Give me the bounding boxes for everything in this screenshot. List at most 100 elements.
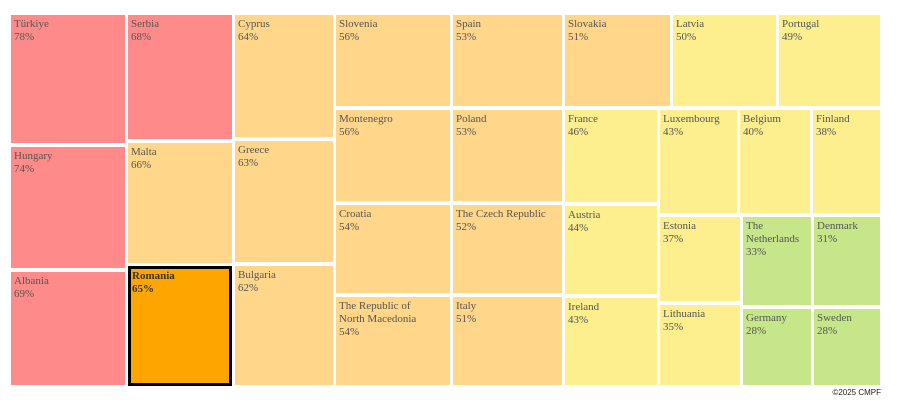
tile-label: Sweden 28% [817,312,878,338]
tile-value-label: 31% [817,233,838,245]
tile-country-name: The Czech Republic [456,208,546,220]
tile-label: Germany 28% [746,312,809,338]
treemap-tile-romania[interactable]: Romania 65% [128,266,232,386]
treemap-tile-the-republic-of-north-macedonia[interactable]: The Republic of North Macedonia 54% [336,297,450,385]
tile-label: Austria 44% [568,209,655,235]
treemap-tile-ireland[interactable]: Ireland 43% [565,298,657,385]
tile-label: Hungary 74% [14,150,123,176]
tile-label: Romania 65% [132,270,227,296]
tile-value-label: 63% [238,157,259,169]
treemap-tile-albania[interactable]: Albania 69% [11,272,125,385]
tile-value-label: 74% [14,163,35,175]
tile-value-label: 35% [663,321,684,333]
treemap-tile-bulgaria[interactable]: Bulgaria 62% [235,266,333,385]
tile-country-name: Bulgaria [238,269,276,281]
tile-country-name: Cyprus [238,18,270,30]
treemap-tile-cyprus[interactable]: Cyprus 64% [235,15,333,137]
treemap-tile-turkiye[interactable]: Türkiye 78% [11,15,125,143]
treemap-tile-greece[interactable]: Greece 63% [235,141,333,262]
treemap-tile-spain[interactable]: Spain 53% [453,15,562,106]
treemap-tile-hungary[interactable]: Hungary 74% [11,147,125,268]
tile-value-label: 44% [568,222,589,234]
tile-country-name: Germany [746,312,787,324]
treemap-tile-italy[interactable]: Italy 51% [453,297,562,385]
tile-country-name: Estonia [663,220,696,232]
tile-value-label: 28% [817,325,838,337]
tile-label: The Czech Republic 52% [456,208,560,234]
tile-value-label: 62% [238,282,259,294]
tile-label: Belgium 40% [743,113,808,139]
tile-value-label: 37% [663,233,684,245]
tile-country-name: Latvia [676,18,705,30]
tile-value-label: 40% [743,126,764,138]
tile-label: Serbia 68% [131,18,230,44]
tile-label: Lithuania 35% [663,308,738,334]
tile-country-name: Italy [456,300,477,312]
treemap-tile-denmark[interactable]: Denmark 31% [814,217,880,305]
treemap-tile-france[interactable]: France 46% [565,110,657,202]
tile-value-label: 28% [746,325,767,337]
tile-country-name: Belgium [743,113,781,125]
treemap-tile-malta[interactable]: Malta 66% [128,143,232,263]
treemap-tile-serbia[interactable]: Serbia 68% [128,15,232,139]
tile-country-name: Finland [816,113,850,125]
tile-value-label: 56% [339,31,360,43]
treemap-tile-sweden[interactable]: Sweden 28% [814,309,880,385]
tile-country-name: Ireland [568,301,600,313]
tile-label: Slovenia 56% [339,18,448,44]
tile-value-label: 56% [339,126,360,138]
treemap-tile-poland[interactable]: Poland 53% [453,110,562,201]
treemap-tile-austria[interactable]: Austria 44% [565,206,657,294]
tile-value-label: 49% [782,31,803,43]
tile-label: France 46% [568,113,655,139]
tile-label: Portugal 49% [782,18,878,44]
treemap-tile-belgium[interactable]: Belgium 40% [740,110,810,213]
tile-value-label: 54% [339,221,360,233]
treemap-tile-the-czech-republic[interactable]: The Czech Republic 52% [453,205,562,293]
treemap-tile-portugal[interactable]: Portugal 49% [779,15,880,106]
tile-label: Türkiye 78% [14,18,123,44]
treemap-tile-germany[interactable]: Germany 28% [743,309,811,385]
treemap-tile-slovenia[interactable]: Slovenia 56% [336,15,450,106]
tile-label: Denmark 31% [817,220,878,246]
tile-value-label: 53% [456,31,477,43]
tile-label: Cyprus 64% [238,18,331,44]
tile-label: Ireland 43% [568,301,655,327]
tile-value-label: 33% [746,246,767,258]
tile-label: Montenegro 56% [339,113,448,139]
treemap-tile-montenegro[interactable]: Montenegro 56% [336,110,450,201]
tile-country-name: Greece [238,144,270,156]
treemap-tile-the-netherlands[interactable]: The Netherlands 33% [743,217,811,305]
tile-label: Poland 53% [456,113,560,139]
treemap-tile-croatia[interactable]: Croatia 54% [336,205,450,293]
tile-label: Estonia 37% [663,220,738,246]
tile-value-label: 64% [238,31,259,43]
treemap-tile-finland[interactable]: Finland 38% [813,110,880,213]
tile-label: Italy 51% [456,300,560,326]
tile-country-name: Montenegro [339,113,393,125]
credit-text: ©2025 CMPF [832,388,881,397]
treemap-tile-slovakia[interactable]: Slovakia 51% [565,15,670,106]
tile-value-label: 54% [339,326,360,338]
tile-country-name: Türkiye [14,18,49,30]
tile-value-label: 43% [568,314,589,326]
treemap-tile-luxembourg[interactable]: Luxembourg 43% [660,110,737,213]
tile-label: Latvia 50% [676,18,774,44]
tile-value-label: 66% [131,159,152,171]
tile-value-label: 69% [14,288,35,300]
tile-value-label: 38% [816,126,837,138]
tile-country-name: The Republic of North Macedonia [339,300,417,325]
tile-country-name: Albania [14,275,49,287]
tile-country-name: Spain [456,18,482,30]
tile-country-name: Slovakia [568,18,607,30]
tile-country-name: Denmark [817,220,858,232]
tile-label: Spain 53% [456,18,560,44]
tile-value-label: 46% [568,126,589,138]
treemap-tile-estonia[interactable]: Estonia 37% [660,217,740,301]
treemap-tile-latvia[interactable]: Latvia 50% [673,15,776,106]
tile-label: Luxembourg 43% [663,113,735,139]
tile-value-label: 68% [131,31,152,43]
treemap-tile-lithuania[interactable]: Lithuania 35% [660,305,740,385]
tile-value-label: 53% [456,126,477,138]
tile-country-name: Luxembourg [663,113,720,125]
